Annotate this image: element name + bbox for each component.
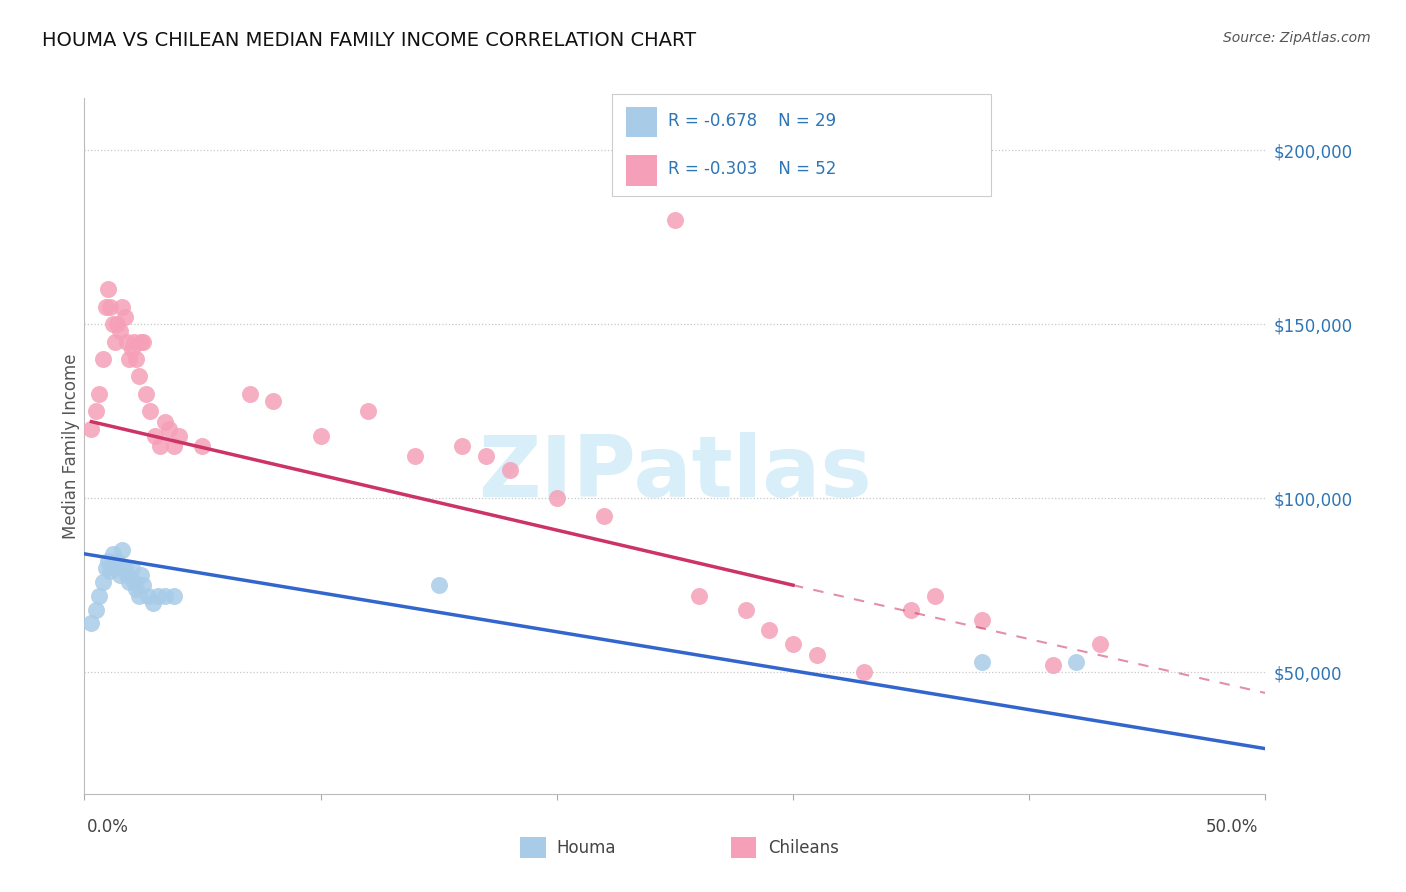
- Point: [758, 624, 780, 638]
- Point: [121, 342, 143, 356]
- Point: [87, 387, 110, 401]
- Point: [108, 567, 131, 582]
- Point: [163, 439, 186, 453]
- Point: [107, 317, 129, 331]
- Point: [900, 602, 922, 616]
- Point: [107, 554, 129, 568]
- Point: [97, 554, 120, 568]
- Point: [84, 404, 107, 418]
- Text: R = -0.303    N = 52: R = -0.303 N = 52: [668, 160, 837, 178]
- Point: [136, 589, 159, 603]
- Point: [852, 665, 875, 680]
- Point: [125, 351, 148, 366]
- Point: [734, 602, 756, 616]
- Point: [970, 613, 993, 627]
- Point: [129, 334, 152, 349]
- Point: [593, 508, 616, 523]
- Point: [97, 282, 120, 296]
- Point: [118, 574, 141, 589]
- Point: [91, 351, 114, 366]
- Point: [239, 387, 262, 401]
- Point: [688, 589, 710, 603]
- Point: [309, 428, 332, 442]
- Point: [135, 387, 157, 401]
- Point: [139, 404, 162, 418]
- Text: 0.0%: 0.0%: [87, 818, 129, 836]
- Point: [146, 589, 169, 603]
- Point: [132, 334, 155, 349]
- Point: [121, 561, 143, 575]
- Point: [125, 582, 148, 596]
- Point: [94, 561, 117, 575]
- Point: [114, 310, 136, 325]
- Point: [404, 450, 426, 464]
- Point: [115, 334, 138, 349]
- Point: [87, 589, 110, 603]
- Text: 50.0%: 50.0%: [1206, 818, 1258, 836]
- Point: [104, 561, 127, 575]
- Point: [80, 616, 103, 631]
- Y-axis label: Median Family Income: Median Family Income: [62, 353, 80, 539]
- Point: [129, 567, 152, 582]
- Point: [262, 393, 284, 408]
- Point: [114, 561, 136, 575]
- Point: [104, 334, 127, 349]
- Point: [1088, 637, 1111, 651]
- Point: [163, 589, 186, 603]
- Point: [80, 422, 103, 436]
- Point: [111, 300, 134, 314]
- Point: [98, 564, 121, 578]
- Point: [806, 648, 828, 662]
- Point: [115, 567, 138, 582]
- Point: [546, 491, 568, 505]
- Text: HOUMA VS CHILEAN MEDIAN FAMILY INCOME CORRELATION CHART: HOUMA VS CHILEAN MEDIAN FAMILY INCOME CO…: [42, 31, 696, 50]
- Point: [357, 404, 380, 418]
- Point: [1042, 658, 1064, 673]
- Point: [153, 589, 176, 603]
- Text: Chileans: Chileans: [768, 838, 838, 857]
- Point: [122, 334, 145, 349]
- Point: [427, 578, 450, 592]
- Point: [664, 212, 686, 227]
- Point: [94, 300, 117, 314]
- Point: [970, 655, 993, 669]
- Point: [122, 574, 145, 589]
- Point: [98, 300, 121, 314]
- Point: [142, 596, 165, 610]
- Point: [91, 574, 114, 589]
- Point: [782, 637, 804, 651]
- Point: [101, 317, 124, 331]
- Point: [108, 324, 131, 338]
- Point: [143, 428, 166, 442]
- Point: [157, 422, 180, 436]
- Point: [191, 439, 214, 453]
- Point: [118, 351, 141, 366]
- Point: [149, 439, 172, 453]
- Point: [128, 369, 150, 384]
- Text: Source: ZipAtlas.com: Source: ZipAtlas.com: [1223, 31, 1371, 45]
- Text: Houma: Houma: [557, 838, 616, 857]
- Point: [167, 428, 190, 442]
- Point: [111, 543, 134, 558]
- Point: [84, 602, 107, 616]
- Text: R = -0.678    N = 29: R = -0.678 N = 29: [668, 112, 837, 129]
- Point: [475, 450, 498, 464]
- Point: [1066, 655, 1088, 669]
- Point: [498, 463, 520, 477]
- Point: [128, 589, 150, 603]
- Point: [924, 589, 946, 603]
- Point: [101, 547, 124, 561]
- Point: [153, 415, 176, 429]
- Point: [132, 578, 155, 592]
- Point: [451, 439, 474, 453]
- Text: ZIPatlas: ZIPatlas: [478, 433, 872, 516]
